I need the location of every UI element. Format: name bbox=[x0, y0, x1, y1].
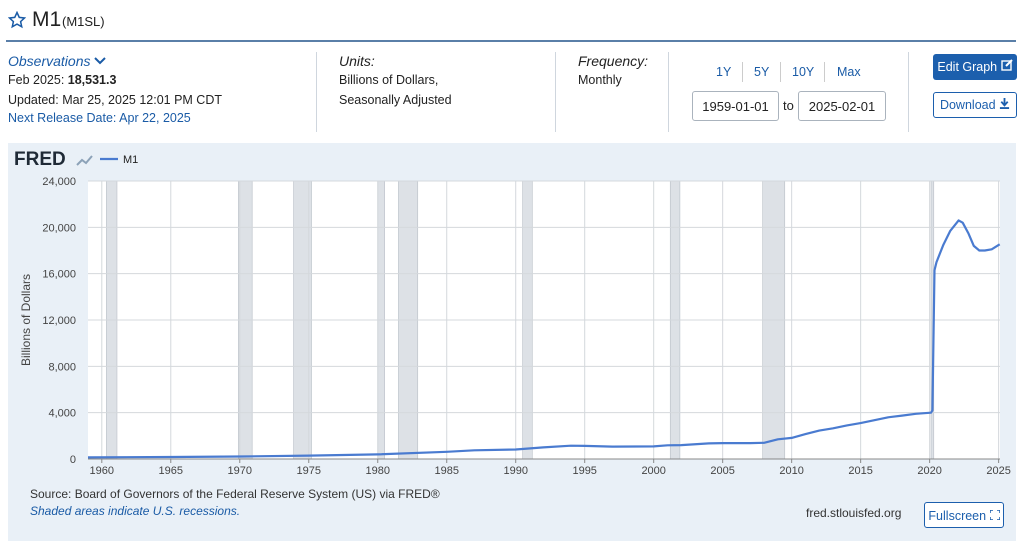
x-tick-label: 1995 bbox=[572, 465, 596, 477]
edit-graph-label: Edit Graph bbox=[937, 60, 998, 74]
favorite-star[interactable] bbox=[8, 11, 26, 29]
fullscreen-label: Fullscreen bbox=[928, 509, 987, 523]
x-tick-label: 1985 bbox=[434, 465, 458, 477]
range-divider bbox=[742, 62, 743, 82]
x-tick-label: 2015 bbox=[848, 465, 872, 477]
x-tick-label: 1980 bbox=[366, 465, 390, 477]
fred-logo: FRED bbox=[14, 149, 66, 170]
source: Source: Board of Governors of the Federa… bbox=[30, 487, 440, 501]
frequency-value: Monthly bbox=[578, 73, 622, 87]
edit-graph-button[interactable]: Edit Graph bbox=[933, 54, 1017, 80]
y-tick-label: 0 bbox=[70, 454, 76, 466]
series-line bbox=[87, 219, 1001, 459]
x-tick-label: 1990 bbox=[503, 465, 527, 477]
recession-note: Shaded areas indicate U.S. recessions. bbox=[30, 504, 240, 518]
recession-band bbox=[762, 180, 786, 460]
updated: Updated: Mar 25, 2025 12:01 PM CDT bbox=[8, 93, 223, 107]
range-button[interactable]: Max bbox=[837, 65, 861, 79]
series-title: M1 bbox=[32, 8, 62, 31]
latest-observation: Feb 2025: 18,531.3 bbox=[8, 73, 116, 87]
recession-band bbox=[106, 180, 118, 460]
plot-area bbox=[88, 181, 1000, 459]
x-tick-label: 2025 bbox=[986, 465, 1010, 477]
range-to: to bbox=[783, 98, 794, 113]
y-tick-label: 24,000 bbox=[42, 176, 76, 188]
x-tick-label: 2000 bbox=[641, 465, 665, 477]
range-button[interactable]: 5Y bbox=[754, 65, 770, 79]
download-icon bbox=[999, 98, 1010, 109]
series-code: (M1SL) bbox=[62, 14, 105, 29]
range-button[interactable]: 10Y bbox=[792, 65, 815, 79]
end-date[interactable]: 2025-02-01 bbox=[798, 91, 886, 121]
download-button[interactable]: Download bbox=[933, 92, 1017, 118]
edit-icon bbox=[1000, 59, 1013, 71]
chart-background bbox=[8, 143, 1016, 541]
y-tick-label: 20,000 bbox=[42, 222, 76, 234]
separator bbox=[555, 52, 556, 132]
separator bbox=[908, 52, 909, 132]
range-divider bbox=[780, 62, 781, 82]
x-tick-label: 1965 bbox=[159, 465, 183, 477]
y-tick-label: 4,000 bbox=[48, 408, 76, 420]
x-tick-label: 2005 bbox=[710, 465, 734, 477]
range-button[interactable]: 1Y bbox=[716, 65, 732, 79]
start-date[interactable]: 1959-01-01 bbox=[692, 91, 779, 121]
y-axis-label: Billions of Dollars bbox=[19, 274, 33, 366]
x-tick-label: 1970 bbox=[228, 465, 252, 477]
download-label: Download bbox=[939, 98, 996, 112]
recession-band bbox=[930, 180, 935, 460]
recession-band bbox=[398, 180, 419, 460]
recession-band bbox=[377, 180, 385, 460]
x-tick-label: 1975 bbox=[297, 465, 321, 477]
source-url: fred.stlouisfed.org bbox=[806, 506, 901, 520]
latest-label: Feb 2025: bbox=[8, 73, 65, 87]
next-release: Next Release Date: Apr 22, 2025 bbox=[8, 111, 191, 125]
recession-band bbox=[669, 180, 681, 460]
observations-label: Observations bbox=[8, 53, 91, 69]
units-line: Billions of Dollars, bbox=[339, 73, 439, 87]
separator bbox=[316, 52, 317, 132]
range-divider bbox=[824, 62, 825, 82]
legend-label: M1 bbox=[123, 154, 138, 166]
y-tick-label: 12,000 bbox=[42, 315, 76, 327]
recession-band bbox=[522, 180, 533, 460]
observations-toggle[interactable]: Observations bbox=[8, 53, 107, 69]
frequency-label: Frequency: bbox=[578, 53, 649, 69]
fullscreen-button[interactable]: Fullscreen bbox=[924, 502, 1004, 528]
x-tick-label: 1960 bbox=[90, 465, 114, 477]
x-tick-label: 2020 bbox=[917, 465, 941, 477]
fullscreen-icon bbox=[988, 509, 1001, 521]
separator bbox=[668, 52, 669, 132]
units-line: Seasonally Adjusted bbox=[339, 93, 452, 107]
units-label: Units: bbox=[339, 53, 375, 69]
x-tick-label: 2010 bbox=[779, 465, 803, 477]
logo-icon bbox=[76, 155, 93, 166]
header-rule bbox=[6, 40, 1016, 42]
chevron bbox=[94, 57, 107, 65]
y-tick-label: 8,000 bbox=[48, 361, 76, 373]
recession-band bbox=[238, 180, 253, 460]
recession-band bbox=[293, 180, 312, 460]
y-tick-label: 16,000 bbox=[42, 269, 76, 281]
latest-value: 18,531.3 bbox=[67, 73, 117, 87]
